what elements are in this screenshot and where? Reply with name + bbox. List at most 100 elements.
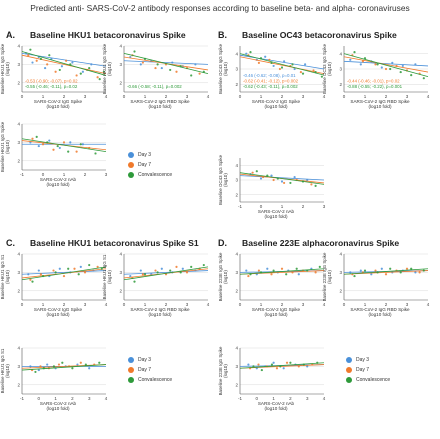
data-point	[285, 273, 288, 276]
data-point	[374, 269, 377, 272]
y-axis-label: (log10)	[5, 140, 10, 154]
x-axis-label: (log10 fold)	[265, 214, 288, 219]
data-point	[100, 267, 103, 270]
x-tick-label: 0	[123, 94, 126, 99]
y-tick-label: 4	[17, 44, 20, 49]
legend-dot-day7	[128, 367, 134, 373]
data-point	[76, 363, 79, 366]
data-point	[79, 72, 82, 75]
y-tick-label: 4	[119, 44, 122, 49]
panel-a-letter: A.	[6, 30, 15, 40]
y-axis-label: Baseline OC43 IgG Spike	[322, 43, 327, 94]
y-tick-label: 3	[17, 140, 20, 145]
x-axis-label: (log10 fold)	[47, 406, 70, 411]
x-axis-label: (log10 fold)	[265, 406, 288, 411]
y-tick-label: 2	[235, 288, 238, 293]
data-point	[77, 273, 80, 276]
x-tick-label: 4	[105, 94, 108, 99]
stat-annotation: -0.53 (-0.90; -0.07), p=0.02	[25, 79, 78, 84]
stat-annotation: -0.88 (-0.55; -0.22), p=0.001	[347, 84, 403, 89]
fit-line	[21, 364, 107, 371]
x-tick-label: 2	[385, 94, 388, 99]
data-point	[280, 180, 284, 183]
data-point	[295, 267, 298, 270]
x-tick-label: 2	[165, 94, 168, 99]
plot-a3: 2 3 4 -1 0 1 2 3 SARS-CoV-2 nAb(log10 fold) Basel…	[0, 121, 108, 187]
data-point	[401, 64, 404, 68]
data-point	[169, 269, 172, 272]
data-point	[391, 61, 394, 64]
x-tick-label: 3	[186, 94, 189, 99]
x-tick-label: 4	[323, 396, 326, 401]
data-point	[359, 63, 362, 66]
x-tick-label: 3	[302, 302, 305, 307]
data-point	[96, 76, 99, 79]
data-point	[359, 269, 362, 272]
x-tick-label: 3	[306, 396, 309, 401]
fit-line	[239, 172, 325, 185]
x-axis-label: (log10 fold)	[47, 104, 70, 109]
data-point	[198, 72, 201, 75]
x-tick-label: 2	[385, 302, 388, 307]
y-tick-label: 4	[339, 252, 342, 257]
data-point	[299, 70, 302, 74]
y-tick-label: 3	[235, 364, 238, 369]
y-tick-label: 2	[17, 288, 20, 293]
data-point	[245, 269, 248, 272]
data-point	[260, 368, 263, 372]
data-point	[98, 361, 101, 364]
legend-label-day7: Day 7	[138, 367, 152, 373]
data-point	[363, 269, 367, 272]
data-point	[29, 48, 32, 51]
x-axis-label: (log10 fold)	[149, 104, 172, 109]
data-point	[48, 54, 51, 57]
plot-c1: 2 3 4 0 1 2 3 4 SARS-CoV-2 IgG Spike(log10 fold)…	[0, 252, 108, 317]
data-point	[202, 263, 205, 267]
legend-dot-day3	[128, 357, 134, 363]
legend-dot-day7	[128, 162, 134, 168]
x-tick-label: 0	[21, 302, 24, 307]
y-tick-label: 4	[17, 252, 20, 257]
x-tick-label: 2	[165, 302, 168, 307]
y-axis-label: Baseline OC43 IgG Spike	[218, 154, 223, 205]
data-point	[60, 65, 64, 68]
data-point	[34, 370, 37, 374]
x-tick-label: 2	[289, 396, 292, 401]
stat-annotation: -0.62 (-0.43; -0.11), p=0.002	[243, 84, 298, 89]
data-point	[67, 150, 70, 153]
x-axis-label: SARS-CoV-2 nAb	[40, 401, 77, 406]
data-point	[278, 67, 281, 71]
data-point	[314, 184, 317, 187]
y-axis-label: (log10)	[223, 364, 228, 378]
x-tick-label: 1	[63, 172, 66, 177]
data-point	[257, 61, 260, 64]
legend-dot-convalescence	[128, 172, 134, 178]
y-axis-label: (log10)	[223, 270, 228, 284]
data-point	[255, 170, 258, 173]
y-tick-label: 3	[17, 364, 20, 369]
data-point	[380, 66, 383, 69]
data-point	[35, 59, 38, 62]
x-tick-label: 2	[281, 94, 284, 99]
data-point	[35, 135, 38, 138]
x-tick-label: 0	[239, 94, 242, 99]
plot-b1: 2 3 4 0 1 2 3 4 SARS-CoV-2 IgG Spike(log10 fold)…	[218, 43, 326, 109]
data-point	[181, 267, 184, 270]
data-point	[169, 68, 172, 72]
data-point	[73, 267, 76, 270]
data-point	[264, 55, 267, 58]
x-tick-label: 1	[364, 94, 367, 99]
data-point	[58, 267, 61, 270]
data-point	[310, 183, 313, 186]
data-point	[58, 146, 61, 150]
y-axis-label: (log10)	[5, 270, 10, 284]
y-axis-label: Baseline 223E IgG Spike	[218, 346, 223, 395]
x-tick-label: 2	[302, 204, 305, 209]
y-tick-label: 4	[17, 122, 20, 127]
x-axis-label: SARS-CoV-2 nAb	[258, 209, 295, 214]
y-axis-label: (log10)	[223, 62, 228, 76]
x-axis-label: SARS-CoV-2 IgG Spike	[252, 99, 301, 104]
plot-c3: 2 3 4 -1 0 1 2 3 4 SARS-CoV-2 nAb(log10 fold) Base…	[0, 346, 108, 411]
x-axis-label: SARS-CoV-2 nAb	[258, 401, 295, 406]
data-point	[39, 365, 42, 368]
